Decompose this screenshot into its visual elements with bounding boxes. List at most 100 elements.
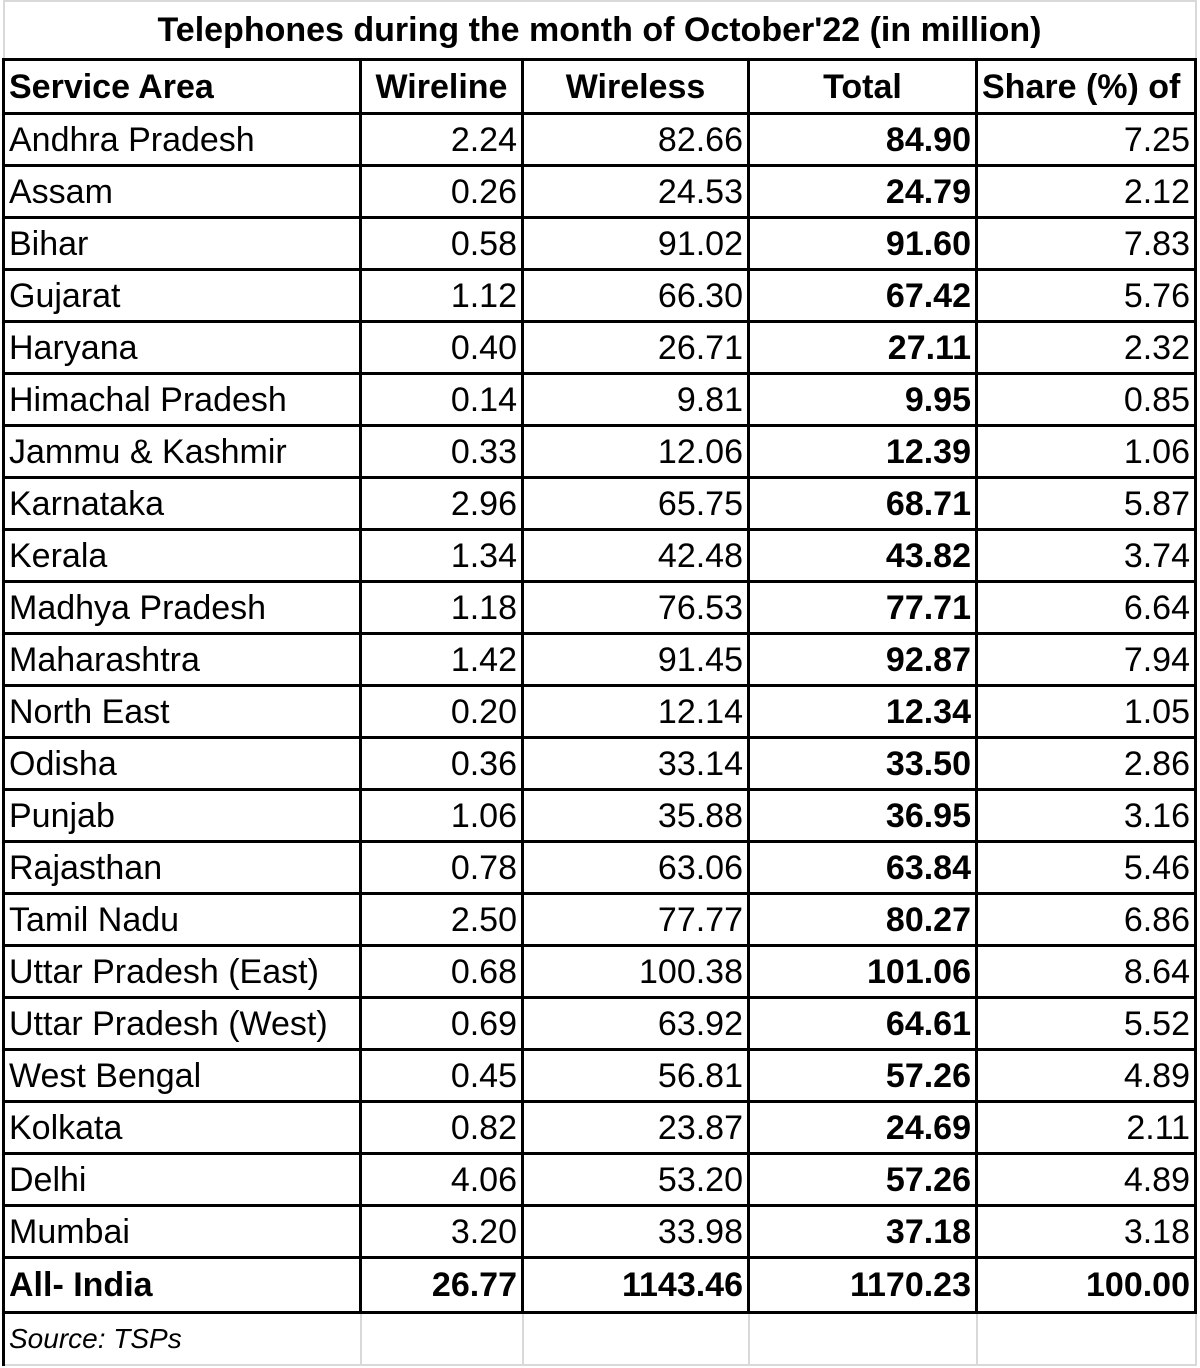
all-india-total-row: All- India 26.77 1143.46 1170.23 100.00 [2, 1256, 1197, 1314]
share-cell: 6.86 [975, 892, 1197, 947]
table-row: Tamil Nadu 2.50 77.77 80.27 6.86 [2, 892, 1197, 947]
service-area-cell: Madhya Pradesh [2, 580, 362, 635]
table-row: Uttar Pradesh (West) 0.69 63.92 64.61 5.52 [2, 996, 1197, 1051]
table-row: Punjab 1.06 35.88 36.95 3.16 [2, 788, 1197, 843]
service-area-cell: Delhi [2, 1152, 362, 1207]
wireless-cell: 91.02 [521, 216, 750, 271]
wireless-cell: 63.06 [521, 840, 750, 895]
total-cell: 43.82 [747, 528, 978, 583]
wireline-cell: 4.06 [359, 1152, 524, 1207]
wireless-cell: 33.14 [521, 736, 750, 791]
wireless-cell: 56.81 [521, 1048, 750, 1103]
source-row: Source: TSPs [2, 1312, 1197, 1366]
wireline-cell: 0.82 [359, 1100, 524, 1155]
share-cell: 0.85 [975, 372, 1197, 427]
empty-cell [521, 1312, 750, 1366]
wireline-cell: 0.68 [359, 944, 524, 999]
wireline-cell: 1.42 [359, 632, 524, 687]
share-cell: 8.64 [975, 944, 1197, 999]
wireline-cell: 1.12 [359, 268, 524, 323]
table-row: Himachal Pradesh 0.14 9.81 9.95 0.85 [2, 372, 1197, 427]
share-cell: 4.89 [975, 1048, 1197, 1103]
wireline-cell: 0.45 [359, 1048, 524, 1103]
table-row: Kolkata 0.82 23.87 24.69 2.11 [2, 1100, 1197, 1155]
total-cell: 12.39 [747, 424, 978, 479]
header-row: Service Area Wireline Wireless Total Sha… [2, 58, 1197, 115]
total-cell: 36.95 [747, 788, 978, 843]
empty-cell [359, 1312, 524, 1366]
total-cell: 67.42 [747, 268, 978, 323]
wireline-cell: 0.33 [359, 424, 524, 479]
service-area-cell: Karnataka [2, 476, 362, 531]
wireline-cell: 1.34 [359, 528, 524, 583]
wireless-cell: 23.87 [521, 1100, 750, 1155]
share-cell: 6.64 [975, 580, 1197, 635]
total-cell: 24.69 [747, 1100, 978, 1155]
wireless-cell: 82.66 [521, 112, 750, 167]
table-row: West Bengal 0.45 56.81 57.26 4.89 [2, 1048, 1197, 1103]
share-cell: 2.11 [975, 1100, 1197, 1155]
total-share-cell: 100.00 [975, 1256, 1197, 1314]
service-area-cell: Uttar Pradesh (West) [2, 996, 362, 1051]
total-cell: 27.11 [747, 320, 978, 375]
total-cell: 33.50 [747, 736, 978, 791]
service-area-cell: Uttar Pradesh (East) [2, 944, 362, 999]
table-row: Bihar 0.58 91.02 91.60 7.83 [2, 216, 1197, 271]
total-cell: 101.06 [747, 944, 978, 999]
header-wireless: Wireless [521, 58, 750, 115]
service-area-cell: Haryana [2, 320, 362, 375]
table-row: Assam 0.26 24.53 24.79 2.12 [2, 164, 1197, 219]
wireline-cell: 3.20 [359, 1204, 524, 1259]
wireline-cell: 0.14 [359, 372, 524, 427]
wireless-cell: 77.77 [521, 892, 750, 947]
table-row: Uttar Pradesh (East) 0.68 100.38 101.06 8.64 [2, 944, 1197, 999]
total-cell: 80.27 [747, 892, 978, 947]
service-area-cell: Odisha [2, 736, 362, 791]
wireless-cell: 33.98 [521, 1204, 750, 1259]
wireline-cell: 0.20 [359, 684, 524, 739]
service-area-cell: Maharashtra [2, 632, 362, 687]
total-cell: 9.95 [747, 372, 978, 427]
wireless-cell: 35.88 [521, 788, 750, 843]
table-row: Andhra Pradesh 2.24 82.66 84.90 7.25 [2, 112, 1197, 167]
total-cell: 84.90 [747, 112, 978, 167]
share-cell: 5.46 [975, 840, 1197, 895]
wireline-cell: 2.50 [359, 892, 524, 947]
total-cell: 68.71 [747, 476, 978, 531]
total-cell: 92.87 [747, 632, 978, 687]
total-total-cell: 1170.23 [747, 1256, 978, 1314]
table-row: Odisha 0.36 33.14 33.50 2.86 [2, 736, 1197, 791]
total-cell: 64.61 [747, 996, 978, 1051]
wireless-cell: 9.81 [521, 372, 750, 427]
source-note: Source: TSPs [2, 1312, 362, 1366]
wireless-cell: 91.45 [521, 632, 750, 687]
total-wireline-cell: 26.77 [359, 1256, 524, 1314]
service-area-cell: Jammu & Kashmir [2, 424, 362, 479]
wireline-cell: 0.58 [359, 216, 524, 271]
total-cell: 77.71 [747, 580, 978, 635]
table-row: Madhya Pradesh 1.18 76.53 77.71 6.64 [2, 580, 1197, 635]
wireline-cell: 0.69 [359, 996, 524, 1051]
share-cell: 5.52 [975, 996, 1197, 1051]
header-share: Share (%) of [975, 58, 1197, 115]
share-cell: 1.06 [975, 424, 1197, 479]
wireline-cell: 0.78 [359, 840, 524, 895]
total-cell: 12.34 [747, 684, 978, 739]
share-cell: 4.89 [975, 1152, 1197, 1207]
service-area-cell: Punjab [2, 788, 362, 843]
share-cell: 2.32 [975, 320, 1197, 375]
title-row: Telephones during the month of October'2… [2, 0, 1197, 61]
wireless-cell: 53.20 [521, 1152, 750, 1207]
share-cell: 7.94 [975, 632, 1197, 687]
wireless-cell: 24.53 [521, 164, 750, 219]
table-row: Kerala 1.34 42.48 43.82 3.74 [2, 528, 1197, 583]
table-row: Karnataka 2.96 65.75 68.71 5.87 [2, 476, 1197, 531]
total-cell: 57.26 [747, 1048, 978, 1103]
service-area-cell: North East [2, 684, 362, 739]
wireless-cell: 100.38 [521, 944, 750, 999]
wireline-cell: 0.26 [359, 164, 524, 219]
service-area-cell: Himachal Pradesh [2, 372, 362, 427]
wireline-cell: 2.96 [359, 476, 524, 531]
service-area-cell: Gujarat [2, 268, 362, 323]
wireless-cell: 26.71 [521, 320, 750, 375]
